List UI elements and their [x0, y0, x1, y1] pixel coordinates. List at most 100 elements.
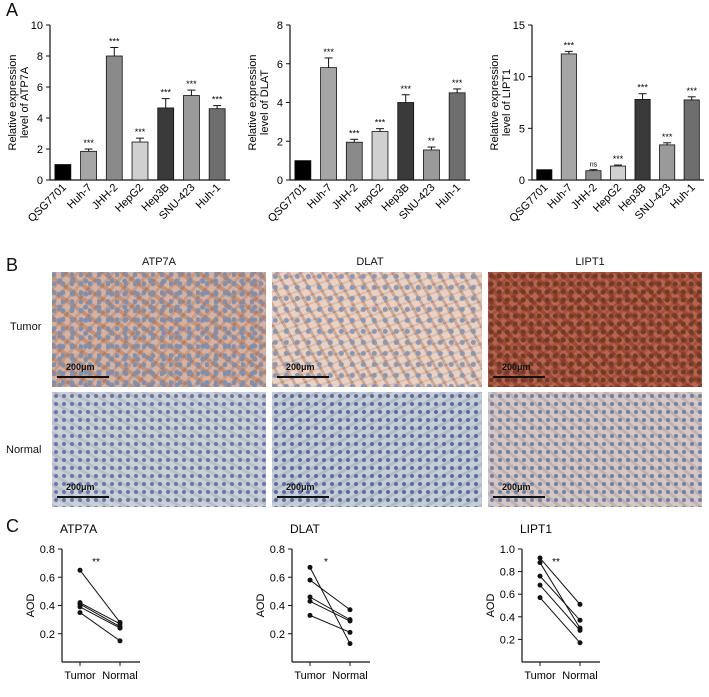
- pair-line: [539, 557, 581, 605]
- significance-label: ***: [637, 83, 648, 93]
- y-tick-label: 0.8: [40, 544, 55, 556]
- significance-label: ***: [109, 36, 120, 46]
- y-tick-label: 0: [37, 175, 43, 187]
- y-tick-label: 0.2: [500, 634, 515, 646]
- x-tick-label: QSG7701: [507, 182, 550, 225]
- ihc-column-title-dlat: DLAT: [356, 256, 384, 268]
- tumor-point: [307, 612, 313, 618]
- normal-point: [347, 618, 353, 624]
- bar-chart-dlat: 0 2 4 6 8 Relative expression level of DLAT QSG…: [247, 20, 470, 225]
- bar: [345, 141, 363, 181]
- scale-bar-label: 200μm: [66, 362, 95, 372]
- significance-label: ***: [375, 118, 386, 128]
- y-tick-label: 0.8: [500, 567, 515, 579]
- y-axis-label: Relative expression: [247, 55, 259, 151]
- normal-point: [117, 638, 123, 644]
- pair-line: [309, 614, 351, 633]
- ihc-row-label-normal: Normal: [6, 444, 42, 456]
- scale-bar: [493, 376, 545, 378]
- x-tick-label: Normal: [332, 670, 367, 682]
- pair-line: [539, 562, 581, 629]
- y-tick-label: 1.0: [500, 544, 515, 556]
- scale-bar-label: 200μm: [66, 482, 95, 492]
- pair-line: [309, 596, 351, 621]
- significance-label: *: [324, 557, 328, 568]
- normal-point: [347, 607, 353, 613]
- x-tick-label: Normal: [102, 670, 137, 682]
- bar: [157, 107, 175, 181]
- y-tick-label: 8: [277, 20, 283, 32]
- significance-label: **: [552, 557, 560, 568]
- y-tick-label: 0.4: [40, 601, 55, 613]
- x-tick-label: Tumor: [64, 670, 96, 682]
- normal-point: [577, 617, 583, 623]
- y-tick-label: 0.4: [500, 612, 515, 624]
- scale-bar-label: 200μm: [502, 362, 531, 372]
- scale-bar: [57, 496, 109, 498]
- normal-point: [577, 640, 583, 646]
- panel-letter-c: C: [6, 516, 19, 536]
- bar: [183, 95, 200, 181]
- x-tick-label: Huh-1: [194, 182, 224, 212]
- significance-label: **: [428, 136, 436, 146]
- significance-label: ***: [135, 127, 146, 137]
- y-tick-label: 0.2: [40, 629, 55, 641]
- tumor-point: [77, 610, 83, 616]
- y-tick-label: 10: [513, 72, 525, 84]
- tumor-point: [537, 555, 543, 561]
- chart-title: DLAT: [290, 522, 320, 536]
- tumor-point: [537, 560, 543, 566]
- bar: [659, 144, 676, 181]
- significance-label: ***: [400, 84, 411, 94]
- significance-label: ***: [349, 128, 360, 138]
- y-tick-label: 10: [31, 20, 43, 32]
- y-tick-label: 0: [519, 175, 525, 187]
- scale-bar: [277, 496, 329, 498]
- y-axis-label: Relative expression: [7, 55, 19, 151]
- pair-line: [309, 579, 351, 611]
- x-tick-label: Normal: [562, 670, 597, 682]
- x-tick-label: QSG7701: [266, 182, 309, 225]
- paired-chart-atp7a: ATP7A 0.2 0.4 0.6 0.8 AOD Tumor Normal **: [25, 522, 140, 682]
- significance-label: ***: [662, 132, 673, 142]
- scale-bar: [277, 376, 329, 378]
- significance-label: ***: [160, 88, 171, 98]
- ihc-column-title-lipt1: LIPT1: [575, 256, 605, 268]
- y-tick-label: 0.4: [270, 601, 285, 613]
- ihc-column-title-atp7a: ATP7A: [141, 256, 177, 268]
- y-tick-label: 0.6: [500, 589, 515, 601]
- tumor-point: [77, 567, 83, 573]
- x-tick-label: Huh-7: [305, 182, 335, 212]
- tumor-point: [537, 573, 543, 579]
- y-tick-label: 0.6: [270, 572, 285, 584]
- x-tick-label: Tumor: [524, 670, 556, 682]
- bar: [609, 165, 627, 181]
- normal-point: [117, 625, 123, 631]
- tumor-point: [537, 595, 543, 601]
- x-tick-label: Tumor: [294, 670, 326, 682]
- bar: [585, 170, 602, 181]
- bar: [448, 92, 466, 181]
- tumor-point: [307, 577, 313, 583]
- y-tick-label: 0.2: [270, 629, 285, 641]
- y-axis-label: AOD: [25, 594, 37, 618]
- x-tick-label: Huh-1: [668, 182, 698, 212]
- significance-label: ***: [83, 138, 94, 148]
- pair-line: [79, 569, 121, 623]
- panel-letter-a: A: [6, 0, 19, 20]
- y-tick-label: 0: [277, 175, 283, 187]
- pair-line: [79, 612, 121, 642]
- tumor-point: [307, 598, 313, 604]
- pair-line: [79, 602, 121, 625]
- chart-title: ATP7A: [60, 522, 97, 536]
- y-tick-label: 6: [37, 82, 43, 94]
- y-tick-label: 8: [37, 51, 43, 63]
- normal-point: [347, 641, 353, 647]
- panel-letter-b: B: [6, 255, 19, 275]
- x-tick-label: Huh-1: [434, 182, 464, 212]
- tumor-point: [77, 604, 83, 610]
- y-axis-label: level of DLAT: [259, 70, 271, 135]
- bar: [423, 149, 440, 181]
- tumor-point: [307, 594, 313, 600]
- pair-line: [539, 597, 581, 644]
